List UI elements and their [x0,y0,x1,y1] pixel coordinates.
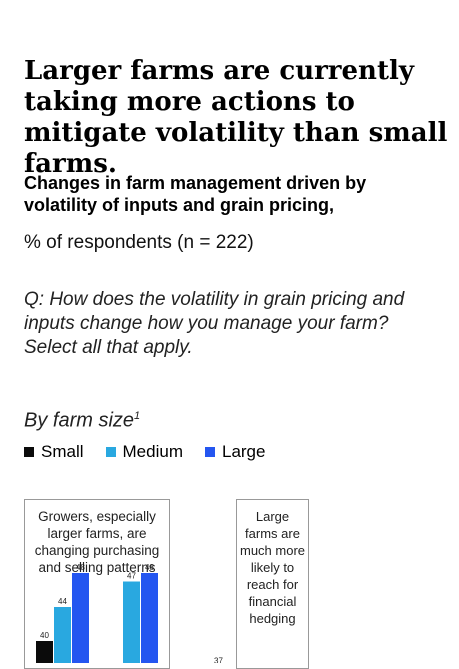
legend: Small Medium Large [24,441,265,463]
breakdown-label: By farm size1 [24,404,140,433]
legend-swatch-small [24,447,34,457]
callout-purchasing: Growers, especially larger farms, are ch… [24,499,170,669]
chart-subtitle: Changes in farm management driven by vol… [24,173,367,215]
legend-swatch-medium [105,447,116,457]
unit-note: % of respondents (n = 222) [24,232,254,253]
legend-label-medium: Medium [122,442,183,461]
legend-item-large: Large [204,441,266,463]
legend-swatch-large [204,447,215,457]
page-title: Larger farms are currently taking more a… [24,56,448,179]
breakdown-text: By farm size [24,409,135,432]
survey-question: Q: How does the volatility in grain pric… [24,289,405,358]
legend-label-large: Large [221,442,266,461]
value-label-small-3: 37 [214,657,223,664]
legend-label-small: Small [41,442,84,461]
footnote-marker: 1 [134,410,141,422]
legend-item-medium: Medium [105,441,183,463]
legend-item-small: Small [24,441,84,463]
callout-hedging: Large farms are much more likely to reac… [236,499,309,669]
